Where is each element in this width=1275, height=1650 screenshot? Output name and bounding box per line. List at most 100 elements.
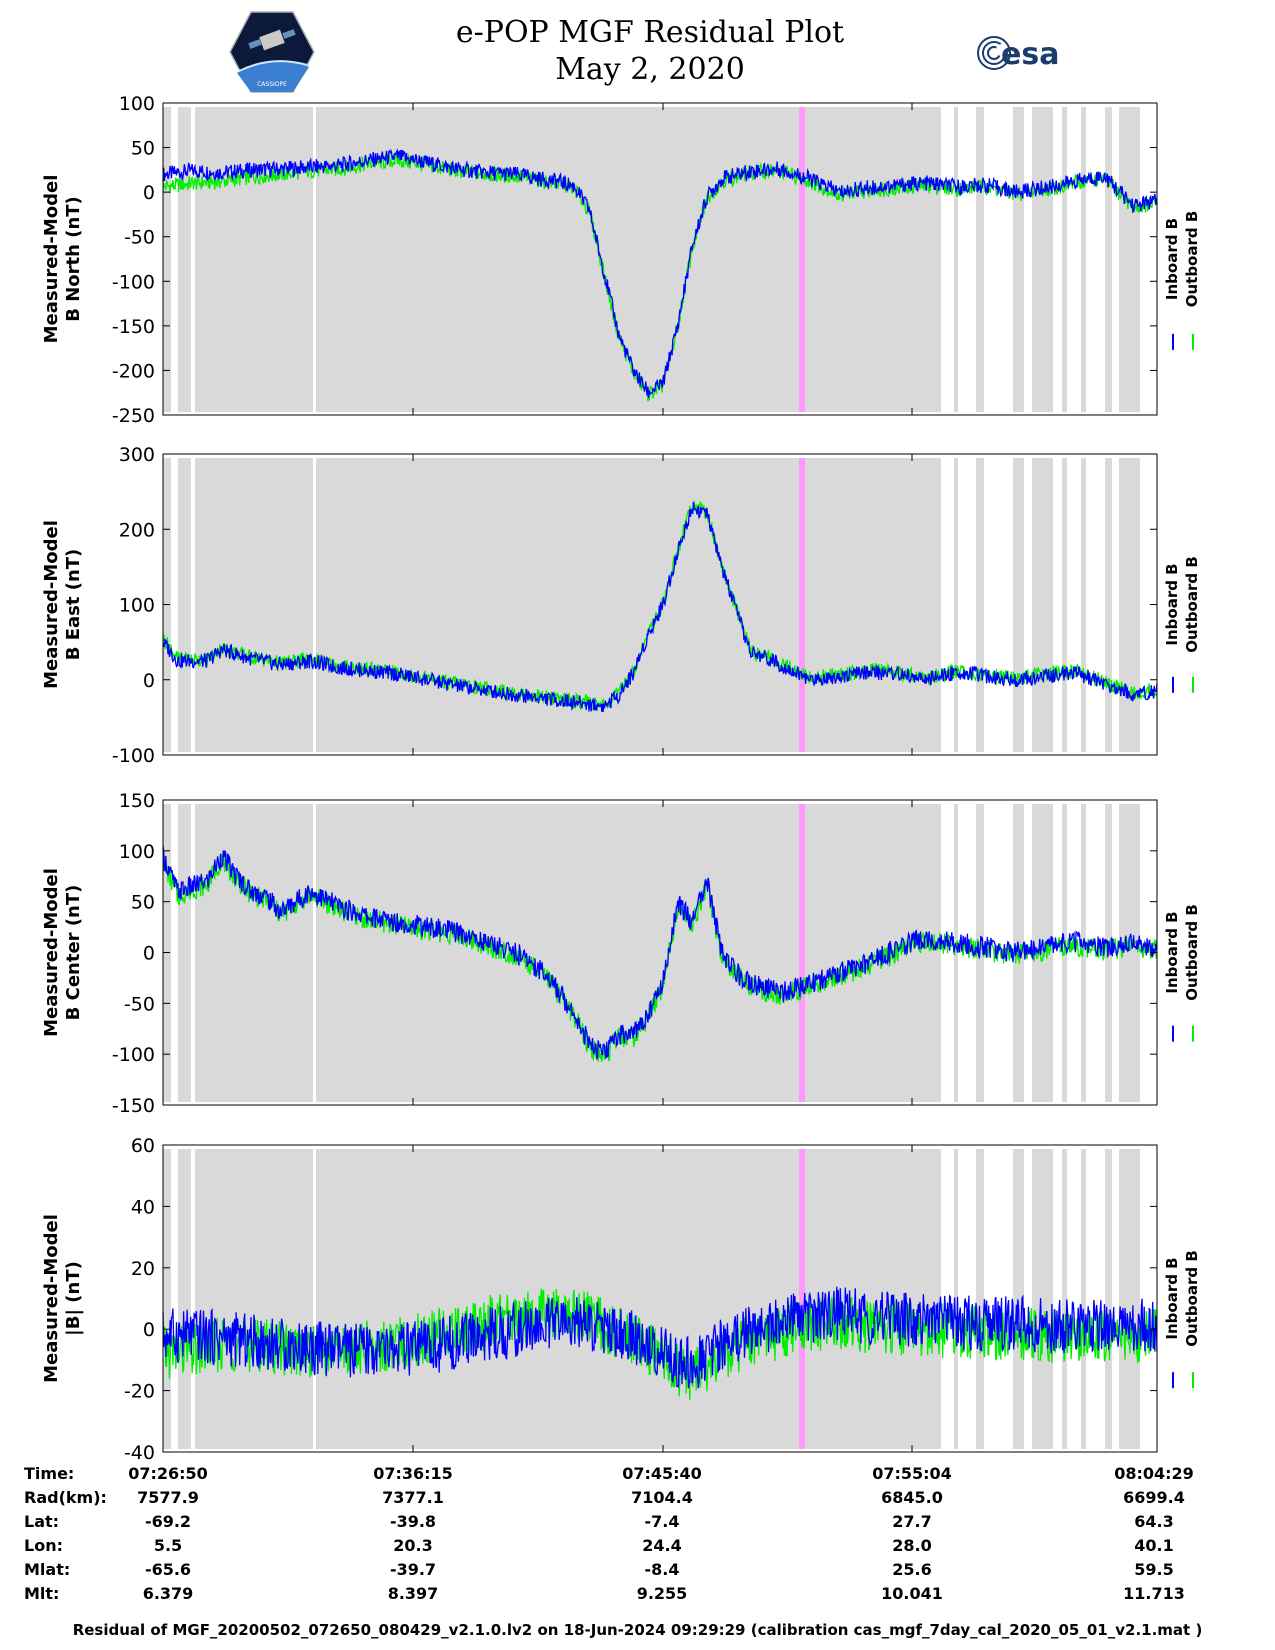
coverage-stripe: [1013, 107, 1024, 412]
y-tick-label: 300: [119, 444, 155, 466]
info-row: Time: 07:26:50 07:36:15 07:45:40 07:55:04 08:…: [0, 1464, 1275, 1488]
y-axis-label-line1: Measured-Model: [41, 1214, 62, 1383]
coverage-stripe: [1032, 107, 1053, 412]
title-block: e-POP MGF Residual Plot May 2, 2020: [400, 14, 900, 88]
cassiope-logo: CASSIOPE: [229, 11, 315, 93]
y-axis-label: Measured-ModelB East (nT): [41, 520, 84, 689]
legend-outboard-label: Outboard B: [1183, 904, 1201, 1001]
coverage-block: [163, 107, 928, 412]
y-tick-label: 0: [143, 1319, 155, 1341]
coverage-gap: [171, 1149, 178, 1449]
y-axis-label-line2: B Center (nT): [63, 885, 84, 1021]
y-axis-label-line1: Measured-Model: [41, 175, 62, 344]
info-value: 20.3: [393, 1536, 433, 1555]
info-value: 7577.9: [137, 1488, 199, 1507]
coverage-block: [163, 458, 928, 752]
coverage-stripe: [1119, 1149, 1140, 1449]
legend-inboard-label: Inboard B: [1163, 563, 1181, 645]
series-line-inboard-b: [162, 502, 1158, 712]
info-value: 9.255: [636, 1584, 688, 1603]
coverage-stripe: [1105, 1149, 1112, 1449]
series-line-inboard-b: [162, 1286, 1158, 1389]
y-tick-label: 150: [119, 790, 155, 812]
legend-outboard-label: Outboard B: [1183, 211, 1201, 308]
coverage-block: [163, 1149, 928, 1449]
y-tick-label: -50: [124, 227, 155, 249]
info-value: 8.397: [387, 1584, 439, 1603]
coverage-stripe: [1119, 107, 1140, 412]
info-value: 6699.4: [1123, 1488, 1185, 1507]
event-marker: [799, 107, 805, 412]
y-tick-label: 0: [143, 943, 155, 965]
coverage-stripe: [928, 1149, 941, 1449]
coverage-stripe: [1032, 1149, 1053, 1449]
event-marker: [799, 804, 805, 1102]
coverage-gap: [313, 1149, 316, 1449]
info-value: 6845.0: [881, 1488, 943, 1507]
info-value: -7.4: [644, 1512, 680, 1531]
y-axis-label: Measured-ModelB North (nT): [41, 175, 84, 344]
y-tick-label: -200: [112, 360, 155, 382]
coverage-stripe: [1081, 1149, 1086, 1449]
coverage-stripe: [954, 458, 958, 752]
y-tick-label: 40: [131, 1196, 155, 1218]
info-value: -65.6: [144, 1560, 192, 1579]
footer-caption: Residual of MGF_20200502_072650_080429_v…: [72, 1621, 1203, 1639]
y-axis-label-line1: Measured-Model: [41, 868, 62, 1037]
esa-logo-text: esa: [1001, 37, 1059, 72]
coverage-stripe: [1062, 107, 1067, 412]
coverage-stripe: [1081, 107, 1086, 412]
y-tick-label: 20: [131, 1258, 155, 1280]
info-value: 6.379: [142, 1584, 194, 1603]
plot-date: May 2, 2020: [555, 52, 745, 87]
coverage-gap: [191, 1149, 195, 1449]
y-tick-label: 50: [131, 138, 155, 160]
info-value: 07:55:04: [872, 1464, 952, 1483]
y-tick-label: 60: [131, 1135, 155, 1157]
y-tick-label: 0: [143, 670, 155, 692]
coverage-stripe: [1105, 107, 1112, 412]
y-tick-label: -150: [112, 1095, 155, 1117]
coverage-block: [163, 804, 928, 1102]
y-tick-label: -40: [124, 1442, 155, 1460]
y-axis-label: Measured-Model|B| (nT): [41, 1214, 84, 1383]
series-line-inboard-b: [162, 845, 1158, 1061]
info-value: -69.2: [144, 1512, 192, 1531]
coverage-stripe: [1032, 458, 1053, 752]
y-tick-label: -20: [124, 1381, 155, 1403]
y-tick-label: 50: [131, 892, 155, 914]
esa-logo: esa: [977, 36, 1059, 72]
info-row-label: Mlt:: [24, 1584, 60, 1603]
info-value: 64.3: [1134, 1512, 1174, 1531]
panel-2: 300 200 100 0 -100 Measured-ModelB East (nT) I…: [41, 444, 1201, 767]
coverage-stripe: [1119, 458, 1140, 752]
event-marker: [799, 458, 805, 752]
y-tick-label: 100: [119, 841, 155, 863]
coverage-gap: [171, 804, 178, 1102]
coverage-stripe: [976, 107, 984, 412]
info-row-label: Lat:: [24, 1512, 60, 1531]
coverage-stripe: [954, 107, 958, 412]
y-tick-label: -100: [112, 745, 155, 767]
info-value: 07:45:40: [622, 1464, 702, 1483]
y-tick-label: -150: [112, 316, 155, 338]
info-row-label: Mlat:: [24, 1560, 71, 1579]
info-value: 7377.1: [382, 1488, 444, 1507]
info-value: 11.713: [1123, 1584, 1185, 1603]
info-row: Mlt: 6.379 8.397 9.255 10.041 11.713: [0, 1584, 1275, 1608]
coverage-stripe: [1062, 1149, 1067, 1449]
legend-inboard-label: Inboard B: [1163, 218, 1181, 300]
coverage-stripe: [1081, 804, 1086, 1102]
coverage-stripe: [1062, 458, 1067, 752]
panel-1: 100 50 0 -50 -100 -150 -200 -250 Measured-ModelB…: [41, 93, 1201, 427]
info-value: 07:26:50: [128, 1464, 208, 1483]
coverage-gap: [313, 458, 316, 752]
plot-title: e-POP MGF Residual Plot: [455, 15, 845, 50]
y-tick-label: 100: [119, 595, 155, 617]
axes-frame: [162, 102, 1158, 416]
coverage-stripe: [928, 458, 941, 752]
y-axis-label: Measured-ModelB Center (nT): [41, 868, 84, 1037]
coverage-gap: [191, 458, 195, 752]
coverage-stripe: [1081, 458, 1086, 752]
y-axis-label-line2: B North (nT): [63, 196, 84, 322]
